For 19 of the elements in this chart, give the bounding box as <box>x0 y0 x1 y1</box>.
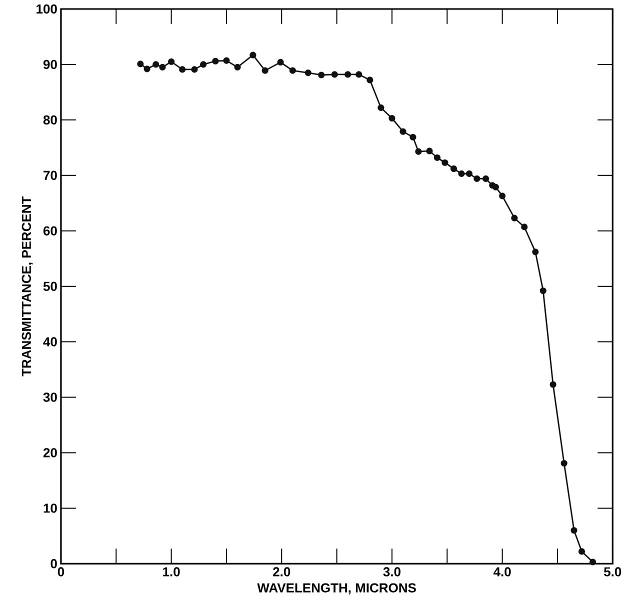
x-tick-label: 4.0 <box>493 567 511 577</box>
y-tick-label: 30 <box>43 392 57 402</box>
y-axis-title: TRANSMITTANCE, PERCENT <box>22 196 33 376</box>
x-tick-label: 2.0 <box>273 567 290 577</box>
y-tick-label: 100 <box>36 4 57 14</box>
x-tick-label: 1.0 <box>163 567 180 577</box>
x-tick-label: 3.0 <box>383 567 400 577</box>
y-tick-label: 0 <box>50 559 57 568</box>
y-tick-label: 60 <box>43 226 57 236</box>
y-tick-label: 20 <box>43 448 57 458</box>
x-tick-label: 5.0 <box>604 567 622 577</box>
y-tick-label: 70 <box>44 170 57 180</box>
y-tick-label: 90 <box>43 60 57 70</box>
y-tick-label: 50 <box>43 282 57 292</box>
y-tick-label: 10 <box>44 504 57 513</box>
x-axis-title: WAVELENGTH, MICRONS <box>257 583 416 595</box>
y-tick-label: 40 <box>43 337 57 347</box>
y-tick-label: 80 <box>43 116 57 125</box>
x-tick-label: 0 <box>58 567 64 577</box>
